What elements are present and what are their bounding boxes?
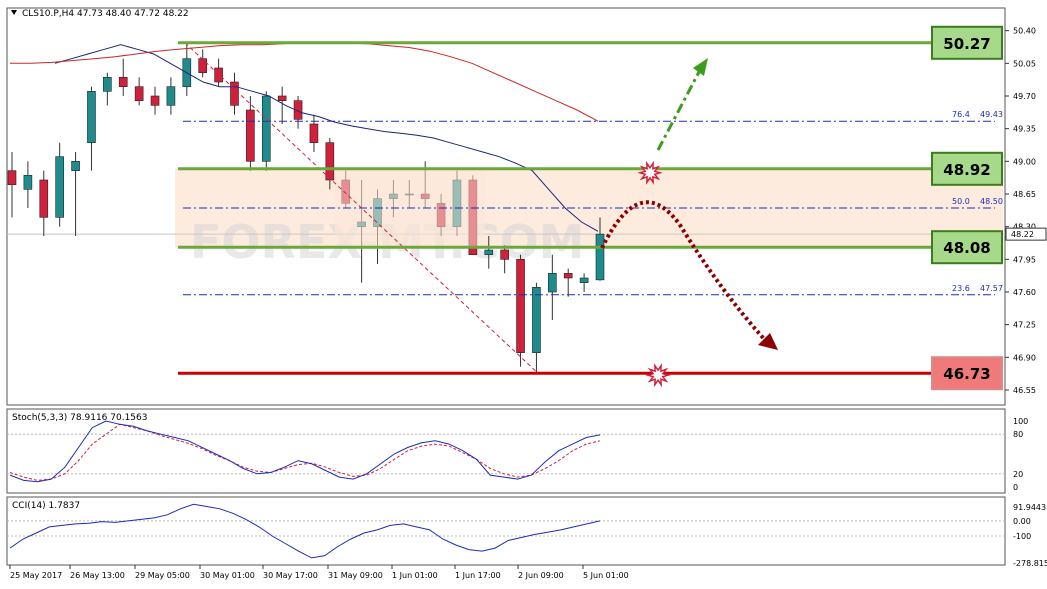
price-tick-label: 49.00 xyxy=(1013,157,1036,166)
price-tick-label: 46.90 xyxy=(1013,353,1036,362)
price-tick-label: 47.25 xyxy=(1013,321,1036,330)
cci-tick-label: 0.00 xyxy=(1013,517,1031,526)
level-label: 50.27 xyxy=(943,35,990,53)
x-tick-label: 31 May 09:00 xyxy=(328,571,383,580)
fib-level-label: 76.4 xyxy=(952,110,970,119)
bearish-arrow-head-icon xyxy=(758,333,778,350)
candle-body xyxy=(309,123,319,143)
candle-body xyxy=(55,156,64,218)
stoch-signal-line xyxy=(9,423,601,481)
fib-trend-line xyxy=(184,42,539,374)
candle-body xyxy=(150,95,160,106)
fib-price-label: 47.57 xyxy=(980,284,1003,293)
price-tick-label: 50.40 xyxy=(1013,27,1036,36)
cci-tick-label: -278.815 xyxy=(1013,559,1047,568)
candle-body xyxy=(532,287,541,353)
bearish-arrow-line xyxy=(600,200,767,342)
x-tick-label: 5 Jun 01:00 xyxy=(583,571,629,580)
candle-body xyxy=(39,179,49,218)
stoch-tick-label: 100 xyxy=(1013,417,1028,426)
candle-body xyxy=(134,86,144,101)
x-tick-label: 26 May 13:00 xyxy=(70,571,125,580)
price-tick-label: 49.35 xyxy=(1013,125,1036,134)
candle-body xyxy=(516,259,525,353)
stoch-tick-label: 80 xyxy=(1013,430,1023,439)
fib-price-label: 48.50 xyxy=(980,197,1003,206)
price-tick-label: 48.30 xyxy=(1013,223,1036,232)
level-label-box xyxy=(931,230,1003,265)
cci-pane-frame xyxy=(6,496,1006,566)
fib-level-label: 23.6 xyxy=(952,284,970,293)
symbol-header: CLS10.P,H4 47.73 48.40 47.72 48.22 xyxy=(22,9,189,19)
cci-line xyxy=(9,503,601,559)
level-label-box xyxy=(931,25,1003,60)
resistance-burst-icon xyxy=(637,160,663,185)
x-tick-label: 30 May 01:00 xyxy=(200,571,255,580)
level-label-box xyxy=(931,356,1003,391)
candle-body xyxy=(293,100,303,120)
candle-body xyxy=(230,81,239,106)
candle-body xyxy=(325,142,335,181)
x-tick-label: 30 May 17:00 xyxy=(263,571,318,580)
stoch-tick-label: 0 xyxy=(1013,483,1018,492)
current-price-label: 48.22 xyxy=(1011,230,1034,239)
candle-body xyxy=(246,109,255,162)
candle-body xyxy=(214,67,223,83)
candle-body xyxy=(103,77,112,92)
current-price-box xyxy=(1005,227,1047,241)
fib-price-label: 49.43 xyxy=(980,110,1003,119)
level-label: 46.73 xyxy=(943,365,990,383)
candle-body xyxy=(484,249,494,255)
cci-tick-label: -100 xyxy=(1013,532,1031,541)
candle-body xyxy=(71,161,80,171)
candle-body xyxy=(595,233,605,281)
candle-body xyxy=(198,58,208,73)
level-label-box xyxy=(931,151,1003,186)
fast-moving-average xyxy=(54,44,599,232)
level-label: 48.08 xyxy=(943,239,990,257)
bullish-arrow-head-icon xyxy=(693,58,708,76)
price-tick-label: 47.60 xyxy=(1013,288,1036,297)
candle-body xyxy=(7,170,17,185)
support-burst-icon xyxy=(645,363,671,388)
candle-body xyxy=(166,86,176,106)
level-label: 48.92 xyxy=(943,161,990,179)
x-tick-label: 25 May 2017 xyxy=(10,571,62,580)
candle-body xyxy=(118,77,128,87)
stoch-main-line xyxy=(9,420,601,483)
candle-body xyxy=(579,277,589,283)
price-tick-label: 49.70 xyxy=(1013,92,1036,101)
cci-label: CCI(14) 1.7837 xyxy=(12,501,80,511)
fib-level-label: 50.0 xyxy=(952,197,970,206)
bullish-arrow-line xyxy=(656,69,702,151)
stoch-pane-frame xyxy=(6,408,1006,494)
candle-body xyxy=(87,91,96,143)
candle-body xyxy=(277,95,287,101)
stoch-label: Stoch(5,3,3) 78.9116 70.1563 xyxy=(12,413,147,423)
cci-tick-label: 91.9443 xyxy=(1013,503,1046,512)
menu-arrow-icon xyxy=(11,10,17,15)
candle-body xyxy=(23,175,33,190)
candle-body xyxy=(548,273,557,293)
price-tick-label: 47.95 xyxy=(1013,255,1036,264)
price-tick-label: 48.65 xyxy=(1013,190,1036,199)
x-tick-label: 29 May 05:00 xyxy=(135,571,190,580)
price-tick-label: 50.05 xyxy=(1013,59,1036,68)
candle-body xyxy=(261,95,271,162)
x-tick-label: 2 Jun 09:00 xyxy=(518,571,564,580)
x-tick-label: 1 Jun 01:00 xyxy=(392,571,438,580)
candle-body xyxy=(563,273,573,279)
stoch-tick-label: 20 xyxy=(1013,470,1023,479)
price-tick-label: 46.55 xyxy=(1013,386,1036,395)
candle-body xyxy=(500,249,509,260)
x-tick-label: 1 Jun 17:00 xyxy=(455,571,501,580)
